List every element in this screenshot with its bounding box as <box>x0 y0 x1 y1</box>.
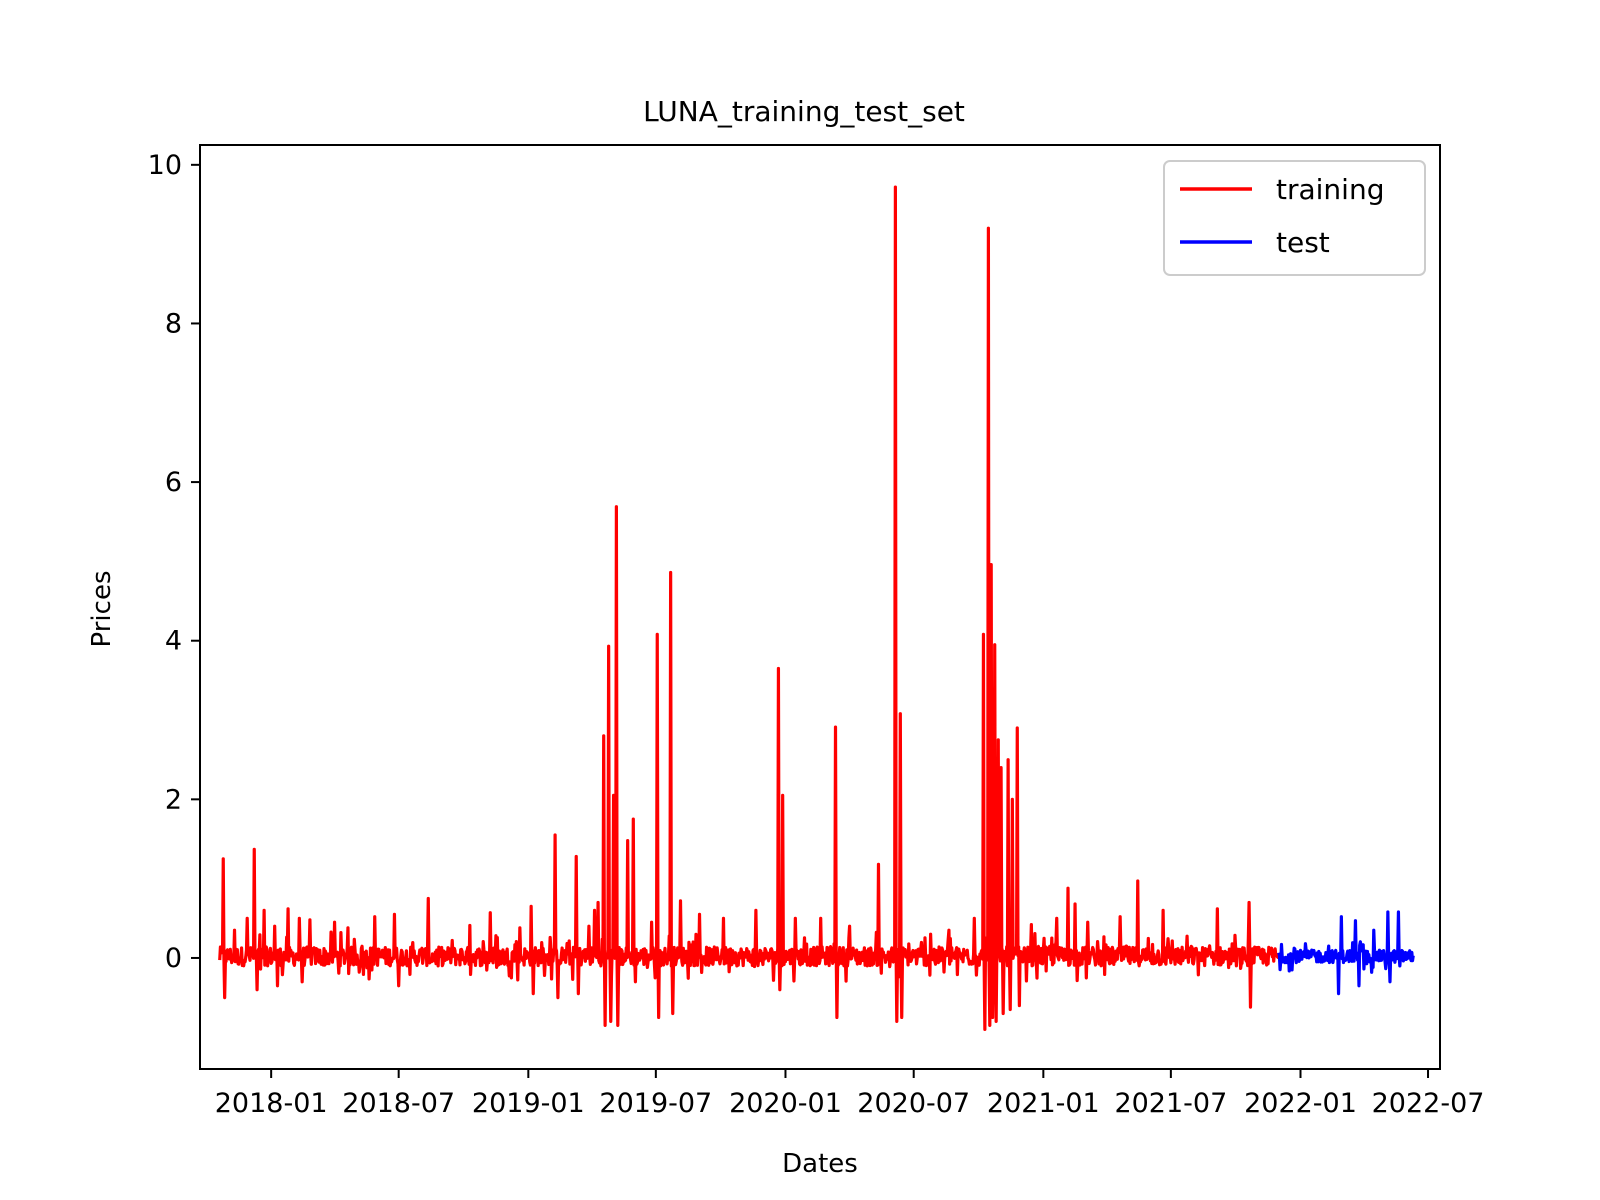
y-axis-label: Prices <box>87 571 117 648</box>
y-tick-label: 8 <box>165 308 182 339</box>
x-axis-label: Dates <box>782 1149 858 1179</box>
x-axis: 2018-01 2018-07 2019-01 2019-07 2020-01 2020-… <box>215 1069 1485 1119</box>
plot-area <box>218 185 1415 1031</box>
y-tick-label: 0 <box>165 943 182 974</box>
y-tick-label: 2 <box>165 784 182 815</box>
x-tick-label: 2021-07 <box>1114 1088 1227 1119</box>
legend-label-test: test <box>1276 226 1330 259</box>
y-axis: 0 2 4 6 8 10 <box>148 150 200 974</box>
x-tick-label: 2019-01 <box>472 1088 585 1119</box>
x-tick-label: 2019-07 <box>599 1088 712 1119</box>
legend: training test <box>1163 160 1426 276</box>
x-tick-label: 2022-07 <box>1372 1088 1485 1119</box>
x-tick-label: 2020-01 <box>729 1088 842 1119</box>
legend-label-training: training <box>1276 173 1384 206</box>
series-line-test <box>1277 910 1415 996</box>
y-tick-label: 10 <box>148 150 182 181</box>
y-tick-label: 6 <box>165 467 182 498</box>
x-tick-label: 2021-01 <box>987 1088 1100 1119</box>
chart-title: LUNA_training_test_set <box>643 95 965 128</box>
plot-frame <box>199 144 1441 1070</box>
x-tick-label: 2018-07 <box>342 1088 455 1119</box>
x-tick-label: 2020-07 <box>857 1088 970 1119</box>
series-line-training <box>218 185 1281 1031</box>
y-tick-label: 4 <box>165 626 182 657</box>
x-tick-label: 2022-01 <box>1244 1088 1357 1119</box>
x-tick-label: 2018-01 <box>215 1088 328 1119</box>
